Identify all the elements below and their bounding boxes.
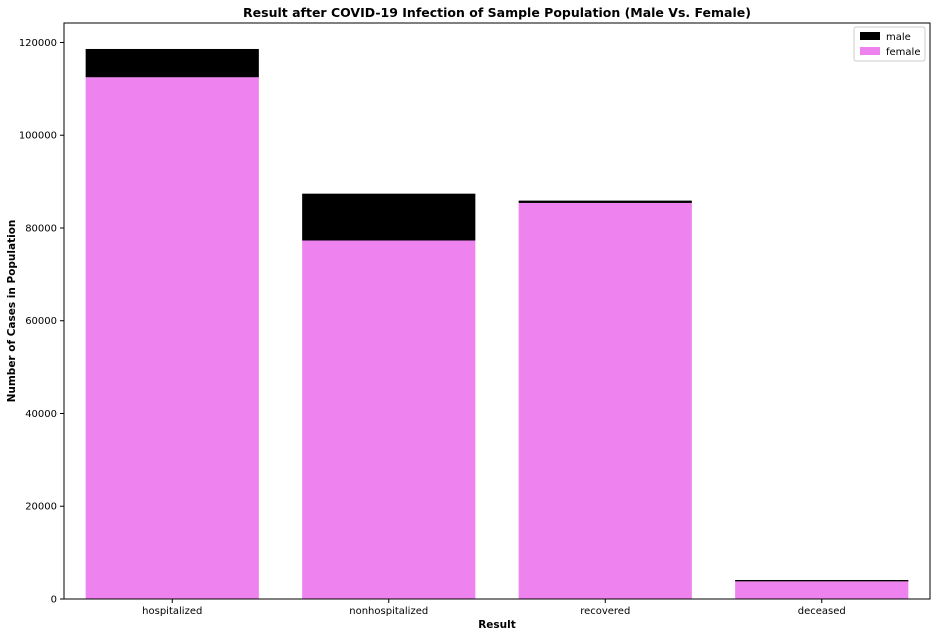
bar-male-nonhospitalized	[302, 193, 476, 241]
legend: male female	[853, 26, 926, 62]
x-tick-label: recovered	[580, 606, 630, 617]
plot-area-frame	[63, 22, 931, 600]
bar-female-recovered	[518, 202, 692, 600]
bar-female-nonhospitalized	[302, 240, 476, 599]
x-tick-label: deceased	[798, 606, 846, 617]
y-tick-label: 100000	[19, 131, 57, 142]
chart-title: Result after COVID-19 Infection of Sampl…	[243, 5, 751, 20]
legend-label-female: female	[886, 47, 920, 58]
bar-male-hospitalized	[85, 48, 259, 78]
x-axis-label: Result	[478, 619, 516, 631]
y-axis-label: Number of Cases in Population	[6, 220, 18, 403]
legend-swatch-male	[860, 32, 880, 40]
legend-label-male: male	[886, 32, 911, 43]
y-axis: 0 20000 40000 60000 80000 100000 120000	[19, 38, 64, 606]
legend-swatch-female	[860, 47, 880, 55]
x-axis: hospitalized nonhospitalized recovered dece…	[142, 599, 846, 617]
bar-female-hospitalized	[85, 77, 259, 600]
bar-male-recovered	[518, 200, 692, 203]
x-tick-label: hospitalized	[142, 606, 202, 617]
x-tick-label: nonhospitalized	[349, 606, 428, 617]
bar-male-deceased	[735, 579, 909, 582]
y-tick-label: 120000	[19, 38, 57, 49]
bars-layer	[85, 48, 909, 600]
y-tick-label: 20000	[25, 502, 57, 513]
bar-female-deceased	[735, 581, 909, 599]
y-tick-label: 40000	[25, 409, 57, 420]
y-tick-label: 80000	[25, 223, 57, 234]
y-tick-label: 0	[51, 595, 57, 606]
y-tick-label: 60000	[25, 316, 57, 327]
